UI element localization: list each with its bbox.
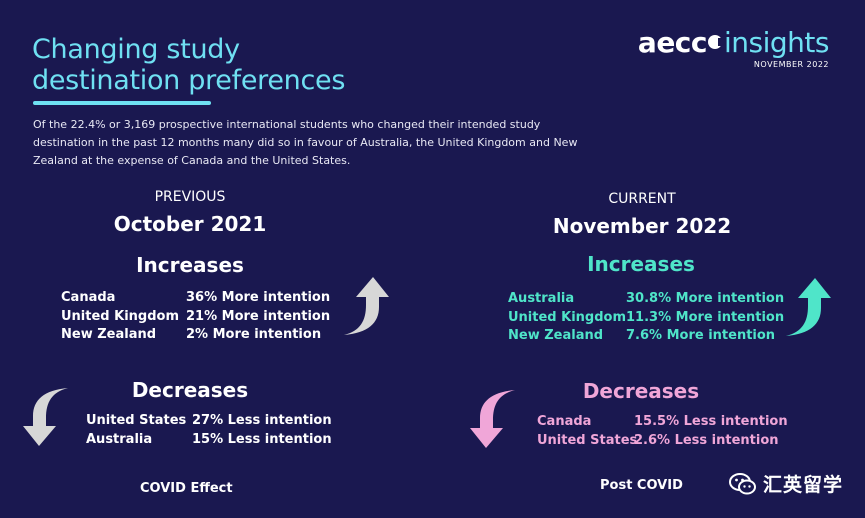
current-header: CURRENT November 2022: [542, 190, 742, 240]
country-label: Australia: [86, 431, 153, 447]
previous-increases-list: Canada 36% More intention United Kingdom…: [61, 289, 330, 345]
change-value: 15.5% Less intention: [634, 414, 788, 429]
country-label: United States: [86, 413, 187, 428]
change-value: 2.6% Less intention: [634, 432, 779, 448]
wechat-icon: [728, 472, 756, 494]
change-value: 36% More intention: [186, 290, 331, 305]
change-value: 30.8% More intention: [626, 291, 785, 306]
list-item: United States 27% Less intention: [86, 412, 332, 431]
country-label: Australia: [508, 291, 575, 306]
list-item: New Zealand 2% More intention: [61, 326, 330, 345]
curved-up-arrow-icon: [344, 277, 389, 335]
list-item: United States 2.6% Less intention: [537, 432, 788, 451]
change-value: 21% More intention: [186, 308, 331, 324]
watermark-text: 汇英留学: [762, 474, 843, 496]
previous-decreases-title: Decreases: [131, 378, 249, 402]
previous-label: PREVIOUS: [154, 189, 226, 205]
logo-dot-icon: [708, 35, 725, 49]
previous-increases-title: Increases: [136, 253, 244, 277]
list-item: United Kingdom 11.3% More intention: [508, 309, 784, 328]
current-period: November 2022: [552, 214, 732, 238]
curved-up-arrow-icon: [786, 278, 831, 336]
previous-decreases-list: United States 27% Less intention Austral…: [86, 412, 332, 449]
list-item: Australia 15% Less intention: [86, 431, 332, 450]
list-item: Canada 36% More intention: [61, 289, 330, 308]
title-underline: [33, 101, 211, 105]
list-item: United Kingdom 21% More intention: [61, 308, 330, 327]
change-value: 11.3% More intention: [626, 309, 785, 325]
previous-header: PREVIOUS October 2021: [90, 188, 290, 238]
page-title: Changing study destination preferences: [32, 34, 346, 96]
current-decreases-list: Canada 15.5% Less intention United State…: [537, 413, 788, 450]
current-decreases-title: Decreases: [582, 379, 700, 403]
current-increases-title: Increases: [587, 252, 695, 276]
country-label: Canada: [61, 290, 116, 305]
brand-logo: aecc insights NOVEMBER 2022: [637, 26, 830, 69]
logo-product: insights: [724, 26, 829, 59]
list-item: Canada 15.5% Less intention: [537, 413, 788, 432]
change-value: 7.6% More intention: [626, 328, 776, 343]
current-footer: Post COVID: [600, 478, 683, 493]
curved-down-arrow-icon: [470, 390, 515, 448]
country-label: New Zealand: [508, 328, 604, 343]
curved-down-arrow-icon: [23, 388, 68, 446]
current-increases-list: Australia 30.8% More intention United Ki…: [508, 290, 784, 346]
list-item: Australia 30.8% More intention: [508, 290, 784, 309]
change-value: 27% Less intention: [192, 413, 332, 428]
country-label: United Kingdom: [61, 308, 180, 324]
current-label: CURRENT: [608, 191, 676, 207]
country-label: Canada: [537, 414, 592, 429]
watermark: 汇英留学: [728, 470, 843, 497]
previous-footer: COVID Effect: [140, 481, 233, 496]
logo-brand: aecc: [637, 26, 708, 59]
logo-date: NOVEMBER 2022: [753, 60, 829, 69]
change-value: 2% More intention: [186, 327, 322, 342]
intro-text: Of the 22.4% or 3,169 prospective intern…: [33, 118, 578, 167]
country-label: United Kingdom: [508, 309, 627, 325]
previous-period: October 2021: [113, 212, 267, 236]
change-value: 15% Less intention: [192, 431, 332, 447]
country-label: New Zealand: [61, 327, 157, 342]
country-label: United States: [537, 432, 638, 448]
list-item: New Zealand 7.6% More intention: [508, 327, 784, 346]
